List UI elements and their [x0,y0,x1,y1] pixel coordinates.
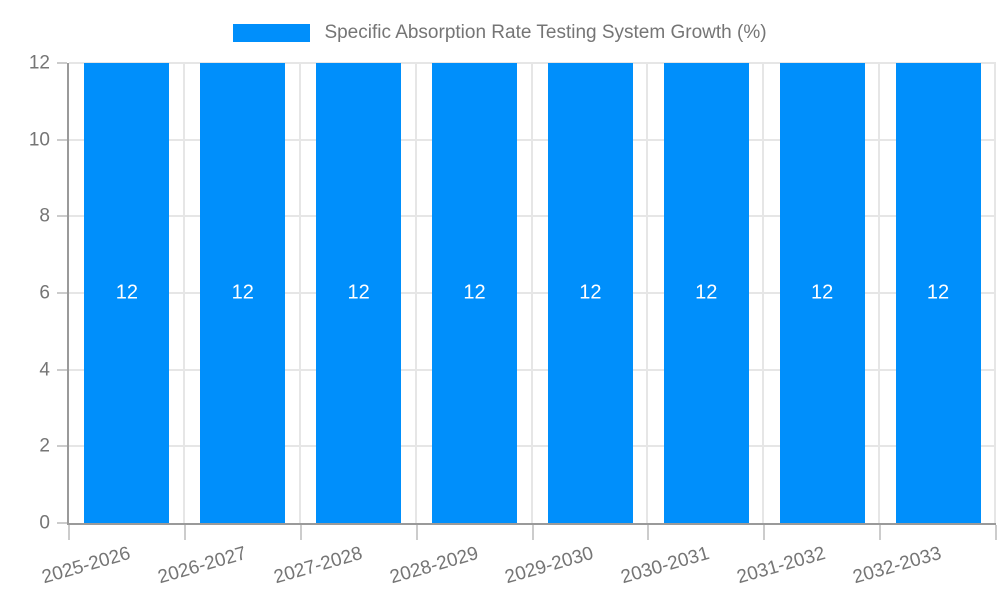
x-tick [763,525,766,540]
bar-value-label: 12 [231,281,254,304]
bar-value-label: 12 [926,281,950,304]
y-tick-label: 6 [39,282,50,304]
legend-label: Specific Absorption Rate Testing System … [324,22,767,43]
y-tick [57,215,67,218]
bar-value-label: 12 [695,281,718,304]
legend-item[interactable]: Specific Absorption Rate Testing System … [233,22,767,44]
bar[interactable]: 12 [432,63,518,523]
x-tick [415,525,418,540]
v-gridline [298,63,301,523]
bar[interactable]: 12 [779,63,865,523]
v-gridline [878,63,881,523]
bar-value-label: 12 [811,281,834,304]
bar[interactable]: 12 [895,63,981,523]
x-tick [647,525,650,540]
v-gridline [530,63,533,523]
bar[interactable]: 12 [200,63,286,523]
y-axis-labels: 0 2 4 6 8 10 12 [0,54,50,533]
bar[interactable]: 12 [316,63,402,523]
bar-value-label: 12 [347,281,370,304]
x-tick [879,525,882,540]
y-tick [57,368,67,371]
y-tick-label: 10 [28,129,50,151]
bar[interactable]: 12 [547,63,633,523]
y-tick [57,445,67,448]
x-axis-labels: 2025-2026 2026-2027 2027-2028 2028-2029 2029… [40,525,996,600]
y-tick [57,292,67,294]
x-tick [995,525,997,540]
y-tick-label: 4 [39,359,50,381]
y-tick-label: 0 [39,512,50,534]
bar[interactable]: 12 [663,63,749,523]
y-tick [57,62,67,64]
v-gridline [762,63,765,523]
v-gridline [994,63,996,523]
legend: Specific Absorption Rate Testing System … [0,22,1000,44]
y-tick [57,138,67,141]
y-tick-label: 12 [28,52,50,74]
bar[interactable]: 12 [84,63,170,523]
v-gridline [646,63,649,523]
y-tick [57,522,67,524]
plot-area: 12 12 12 12 12 12 12 12 [57,62,997,540]
y-tick-label: 2 [39,435,50,457]
x-tick [531,525,534,540]
v-gridline [182,63,185,523]
bar-value-label: 12 [115,281,139,304]
x-tick [299,525,302,540]
y-tick-label: 8 [39,205,50,227]
v-gridline [414,63,417,523]
bar-value-label: 12 [463,281,486,304]
x-tick [183,525,186,540]
x-tick [68,525,70,540]
legend-swatch-icon [233,24,311,42]
bar-value-label: 12 [579,281,602,304]
